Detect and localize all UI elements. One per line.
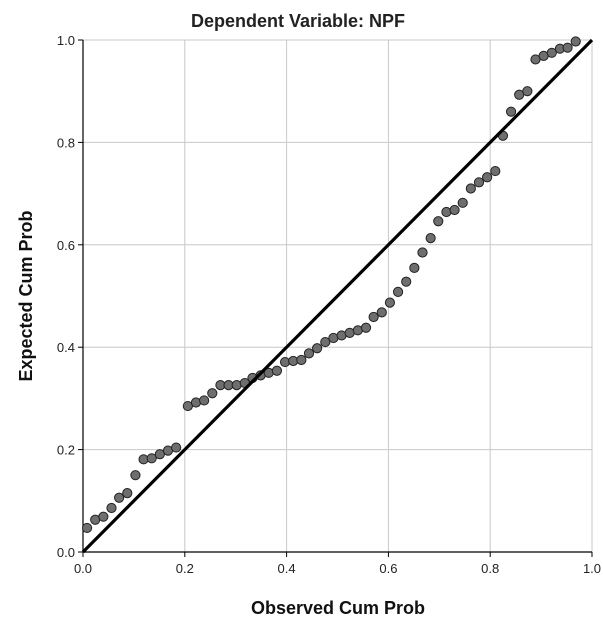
data-point — [482, 172, 493, 183]
x-tick-label: 1.0 — [583, 561, 601, 576]
data-point — [114, 492, 125, 503]
data-point — [376, 307, 387, 318]
reference-line — [81, 38, 594, 554]
gridlines — [82, 39, 593, 553]
data-point — [312, 343, 323, 354]
data-point — [401, 276, 412, 287]
data-point — [146, 453, 157, 464]
y-tick-label: 1.0 — [57, 33, 75, 48]
data-point — [425, 233, 436, 244]
data-point — [546, 47, 557, 58]
data-point — [122, 488, 133, 499]
data-point — [505, 106, 517, 117]
x-tick-label: 0.6 — [379, 561, 397, 576]
data-point — [98, 511, 109, 522]
y-tick-label: 0.0 — [57, 545, 75, 560]
data-point — [392, 286, 404, 298]
data-point — [271, 365, 283, 376]
data-point — [320, 336, 331, 348]
data-point — [417, 247, 428, 258]
data-point — [199, 395, 210, 406]
tick-labels: 0.0 0.2 0.4 0.6 0.8 1.0 0.0 0.2 0.4 0.6 0.8 1.0 — [57, 33, 601, 576]
data-point — [81, 522, 93, 534]
data-point — [433, 216, 444, 227]
data-point — [130, 470, 141, 481]
plot-frame — [78, 39, 593, 557]
y-tick-label: 0.8 — [57, 135, 75, 150]
reference-line-layer — [81, 38, 594, 554]
data-point — [562, 42, 573, 53]
x-tick-label: 0.0 — [74, 561, 92, 576]
x-tick-label: 0.8 — [481, 561, 499, 576]
x-tick-label: 0.4 — [278, 561, 296, 576]
data-point — [465, 183, 476, 194]
data-point — [522, 86, 533, 97]
data-point — [106, 502, 117, 514]
x-tick-label: 0.2 — [176, 561, 194, 576]
x-axis-label: Observed Cum Prob — [251, 598, 425, 617]
y-tick-label: 0.6 — [57, 238, 75, 253]
y-tick-label: 0.4 — [57, 340, 75, 355]
data-point — [449, 204, 460, 216]
data-point — [409, 262, 420, 273]
data-point — [384, 297, 396, 308]
data-point — [457, 197, 468, 208]
data-point — [473, 177, 485, 188]
y-tick-label: 0.2 — [57, 443, 75, 458]
data-point — [296, 354, 307, 366]
y-axis-label: Expected Cum Prob — [16, 210, 36, 381]
data-point — [360, 322, 372, 333]
data-point — [490, 165, 501, 177]
data-point — [368, 311, 379, 323]
chart-title: Dependent Variable: NPF — [191, 11, 405, 31]
data-point — [303, 348, 315, 359]
data-points — [81, 36, 581, 534]
data-point — [207, 388, 218, 399]
data-point — [171, 442, 182, 453]
data-point — [570, 36, 581, 47]
